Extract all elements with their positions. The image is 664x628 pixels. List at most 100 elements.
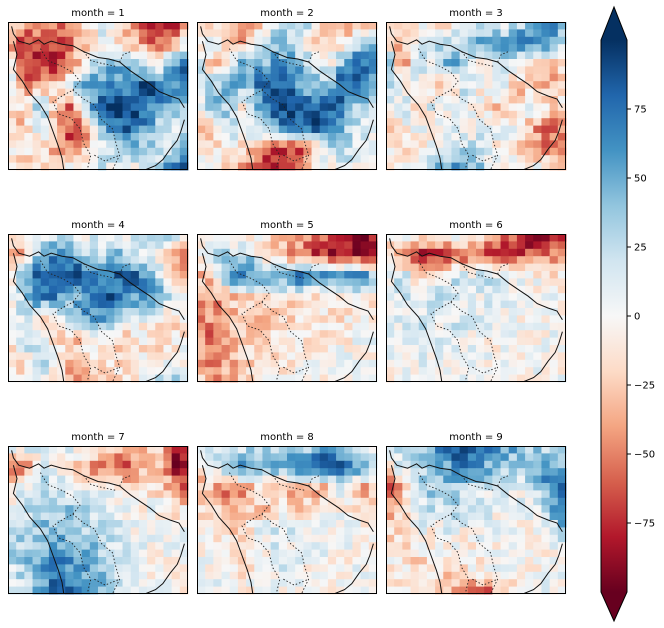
heatmap-cell	[402, 359, 411, 368]
heatmap-cell	[418, 88, 428, 97]
heatmap-cell	[237, 263, 247, 272]
heatmap-cell	[336, 527, 345, 536]
heatmap-cell	[270, 234, 280, 242]
heatmap-cell	[205, 234, 214, 242]
heatmap-cell	[89, 271, 99, 279]
heatmap-cell	[205, 140, 214, 149]
heatmap-cell	[508, 73, 518, 82]
heatmap-cell	[549, 140, 559, 149]
heatmap-cell	[459, 352, 469, 361]
heatmap-cell	[368, 300, 378, 309]
heatmap-cell	[262, 234, 272, 242]
heatmap-cell	[467, 44, 477, 52]
heatmap-cell	[368, 586, 378, 595]
heatmap-cell	[295, 81, 304, 89]
heatmap-cell	[147, 285, 156, 294]
heatmap-cell	[147, 22, 156, 30]
heatmap-cell	[155, 147, 164, 156]
heatmap-cell	[270, 22, 280, 30]
heatmap-cell	[114, 300, 123, 309]
heatmap-cell	[516, 81, 526, 89]
heatmap-cell	[533, 505, 542, 513]
heatmap-cell	[459, 300, 469, 309]
heatmap-cell	[122, 374, 132, 383]
heatmap-cell	[179, 497, 189, 506]
heatmap-cell	[557, 248, 567, 257]
heatmap-cell	[16, 352, 25, 361]
heatmap-cell	[360, 263, 370, 272]
heatmap-cell	[246, 308, 255, 316]
heatmap-cell	[32, 315, 42, 324]
heatmap-cell	[386, 22, 395, 30]
heatmap-cell	[557, 549, 567, 558]
heatmap-cell	[557, 125, 567, 134]
heatmap-cell	[106, 475, 115, 484]
heatmap-cell	[516, 293, 526, 301]
heatmap-cell	[451, 374, 461, 383]
heatmap-cell	[171, 490, 181, 499]
heatmap-cell	[221, 330, 231, 338]
heatmap-cell	[246, 125, 255, 134]
heatmap-cell	[295, 345, 304, 353]
heatmap-cell	[65, 330, 74, 338]
heatmap-cell	[426, 446, 436, 454]
heatmap-cell	[16, 248, 25, 257]
heatmap-cell	[171, 44, 181, 52]
heatmap-cell	[254, 293, 263, 301]
heatmap-cell	[40, 234, 50, 242]
heatmap-cell	[368, 453, 378, 462]
heatmap-cell	[89, 330, 99, 338]
heatmap-cell	[500, 44, 510, 52]
heatmap-cell	[98, 241, 107, 250]
heatmap-cell	[16, 549, 25, 558]
heatmap-cell	[386, 285, 395, 294]
heatmap-cell	[360, 248, 370, 257]
heatmap-cell	[163, 256, 173, 264]
heatmap-cell	[197, 322, 206, 331]
heatmap-cell	[8, 542, 17, 550]
heatmap-cell	[368, 337, 378, 346]
heatmap-cell	[402, 527, 411, 536]
heatmap-cell	[122, 59, 132, 67]
heatmap-cell	[48, 483, 58, 491]
heatmap-cell	[114, 256, 123, 264]
heatmap-cell	[443, 234, 452, 242]
heatmap-cell	[484, 66, 493, 75]
heatmap-cell	[122, 352, 132, 361]
heatmap-cell	[303, 51, 312, 60]
heatmap-cell	[500, 534, 510, 543]
heatmap-cell	[114, 155, 123, 163]
heatmap-cell	[295, 315, 304, 324]
heatmap-cell	[516, 248, 526, 257]
heatmap-cell	[426, 155, 436, 163]
heatmap-cell	[459, 534, 469, 543]
heatmap-cell	[278, 278, 288, 287]
heatmap-cell	[147, 96, 156, 104]
heatmap-cell	[476, 549, 485, 558]
heatmap-cell	[327, 300, 337, 309]
heatmap-cell	[270, 345, 280, 353]
heatmap-cell	[246, 155, 255, 163]
heatmap-cell	[533, 155, 542, 163]
heatmap-cell	[352, 103, 362, 112]
heatmap-cell	[516, 59, 526, 67]
heatmap-cell	[114, 315, 123, 324]
heatmap-cell	[130, 81, 140, 89]
heatmap-cell	[163, 103, 173, 112]
heatmap-cell	[73, 564, 83, 573]
heatmap-cell	[451, 534, 461, 543]
heatmap-cell	[147, 460, 156, 469]
heatmap-cell	[40, 345, 50, 353]
coastline-west	[390, 41, 443, 170]
heatmap-cell	[492, 300, 501, 309]
heatmap-cell	[221, 22, 231, 30]
heatmap-cell	[16, 234, 25, 242]
heatmap-cell	[541, 367, 551, 375]
heatmap-cell	[16, 571, 25, 580]
heatmap-cell	[229, 483, 239, 491]
heatmap-cell	[89, 300, 99, 309]
heatmap-cell	[147, 29, 156, 38]
heatmap-cell	[32, 22, 42, 30]
heatmap-cell	[24, 374, 33, 383]
heatmap-cell	[435, 490, 444, 499]
